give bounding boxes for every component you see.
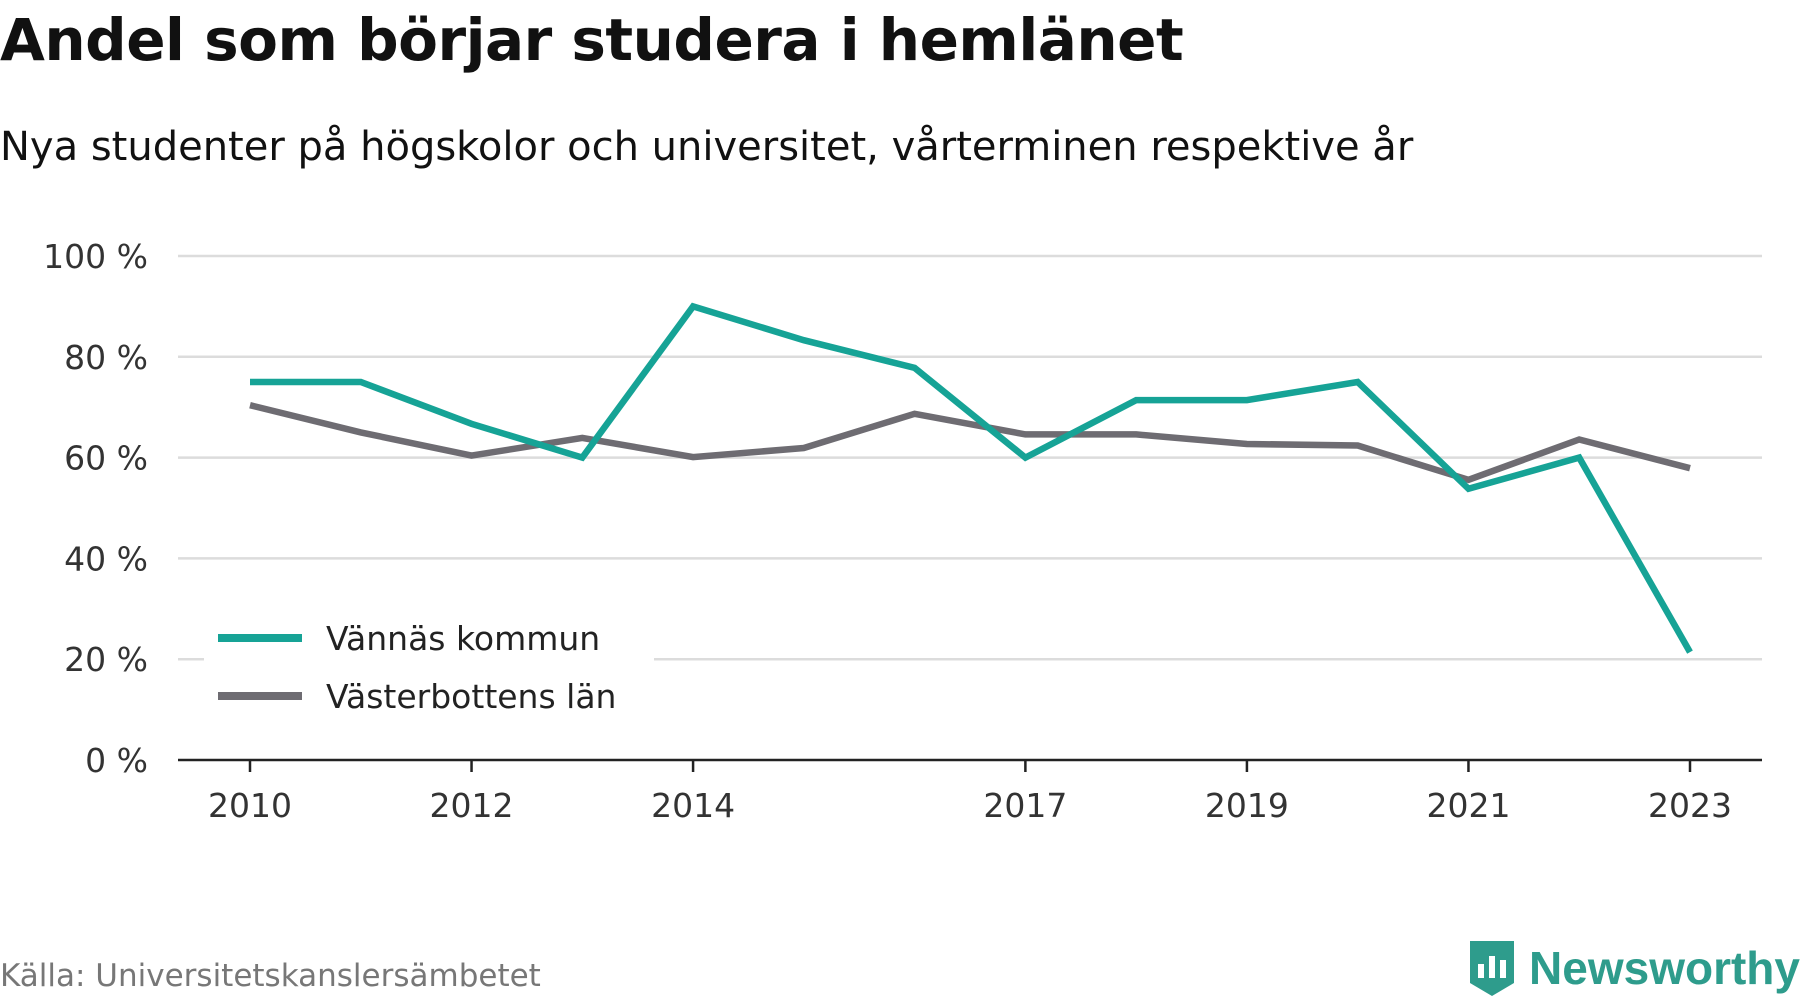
- y-tick-label-100: 100 %: [43, 237, 148, 276]
- bar-chart-shield-icon: [1470, 941, 1515, 996]
- x-tick-label-2017: 2017: [983, 786, 1067, 825]
- brand-name: Newsworthy: [1529, 942, 1800, 994]
- y-tick-label-0: 0 %: [85, 741, 148, 780]
- legend-label-1: Vännäs kommun: [326, 619, 600, 658]
- source-note: Källa: Universitetskanslersämbetet: [0, 958, 541, 994]
- y-tick-label-60: 60 %: [64, 439, 148, 478]
- series-line-1: [250, 302, 1693, 654]
- x-tick-label-2012: 2012: [430, 786, 514, 825]
- brand-logo: Newsworthy: [1467, 938, 1800, 998]
- y-tick-label-40: 40 %: [64, 539, 148, 578]
- x-tick-label-2010: 2010: [208, 786, 292, 825]
- x-tick-label-2014: 2014: [651, 786, 735, 825]
- x-tick-label-2019: 2019: [1205, 786, 1289, 825]
- y-tick-label-20: 20 %: [64, 640, 148, 679]
- legend-background: [204, 612, 654, 730]
- y-tick-label-80: 80 %: [64, 338, 148, 377]
- legend-label-2: Västerbottens län: [326, 677, 616, 716]
- x-tick-label-2023: 2023: [1648, 786, 1732, 825]
- chart-title: Andel som börjar studera i hemlänet: [0, 6, 1184, 74]
- line-chart: 0 % 20 % 40 % 60 % 80 % 100 % 2010 2012 2014 2017…: [43, 237, 1762, 825]
- x-tick-label-2021: 2021: [1426, 786, 1510, 825]
- chart-subtitle: Nya studenter på högskolor och universit…: [0, 124, 1414, 170]
